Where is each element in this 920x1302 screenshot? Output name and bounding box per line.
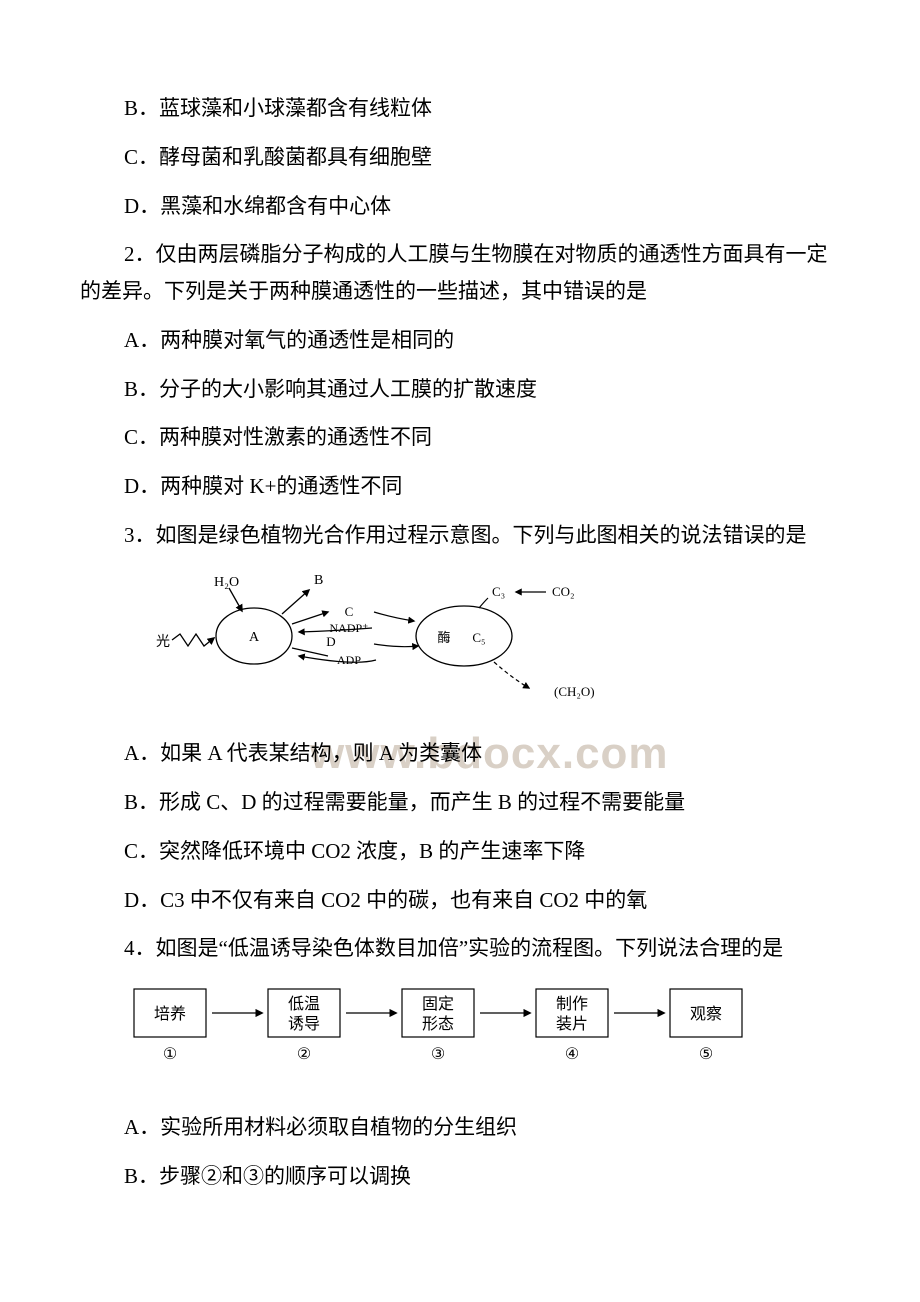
q4-option-b: B．步骤②和③的顺序可以调换: [124, 1158, 840, 1195]
label-h2o: H₂O: [214, 575, 239, 590]
label-b: B: [314, 573, 323, 588]
flow-box-number: ⑤: [699, 1046, 713, 1063]
label-co2: CO₂: [552, 584, 575, 599]
q4-flowchart: 培养①低温诱导②固定形态③制作装片④观察⑤: [124, 979, 840, 1091]
label-c: C: [345, 604, 354, 619]
q1-option-b: B．蓝球藻和小球藻都含有线粒体: [124, 90, 840, 127]
q2-option-b: B．分子的大小影响其通过人工膜的扩散速度: [124, 371, 840, 408]
flow-box-number: ①: [163, 1046, 177, 1063]
flow-box-number: ③: [431, 1046, 445, 1063]
label-ch2o: (CH₂O): [554, 684, 594, 699]
q4-stem: 4．如图是“低温诱导染色体数目加倍”实验的流程图。下列说法合理的是: [80, 930, 840, 967]
q3-option-d: D．C3 中不仅有来自 CO2 中的碳，也有来自 CO2 中的氧: [124, 882, 840, 919]
label-d: D: [326, 634, 335, 649]
q3-option-c: C．突然降低环境中 CO2 浓度，B 的产生速率下降: [124, 833, 840, 870]
q3-diagram: A C₅ 酶 光 H₂O B C NADP⁺ D ADP: [124, 566, 840, 718]
label-a: A: [249, 630, 260, 645]
q3-option-b: B．形成 C、D 的过程需要能量，而产生 B 的过程不需要能量: [124, 784, 840, 821]
q2-option-d: D．两种膜对 K+的通透性不同: [124, 468, 840, 505]
label-light: 光: [156, 634, 170, 650]
q1-option-d: D．黑藻和水绵都含有中心体: [124, 188, 840, 225]
flow-box-number: ②: [297, 1046, 311, 1063]
label-c3: C₃: [492, 584, 505, 599]
label-adp: ADP: [337, 653, 361, 667]
q4-option-a: A．实验所用材料必须取自植物的分生组织: [124, 1109, 840, 1146]
label-nadp: NADP⁺: [329, 621, 368, 635]
label-c5: C₅: [472, 630, 485, 645]
flow-box-label: 培养: [154, 1005, 186, 1023]
q3-option-a: A．如果 A 代表某结构，则 A 为类囊体: [124, 735, 840, 772]
label-enzyme: 酶: [437, 630, 450, 645]
q3-stem: 3．如图是绿色植物光合作用过程示意图。下列与此图相关的说法错误的是: [80, 517, 840, 554]
flow-box-label: 观察: [690, 1005, 722, 1023]
q1-option-c: C．酵母菌和乳酸菌都具有细胞壁: [124, 139, 840, 176]
q2-stem: 2．仅由两层磷脂分子构成的人工膜与生物膜在对物质的通透性方面具有一定的差异。下列…: [80, 236, 840, 310]
q2-option-c: C．两种膜对性激素的通透性不同: [124, 419, 840, 456]
q2-option-a: A．两种膜对氧气的通透性是相同的: [124, 322, 840, 359]
flow-box-number: ④: [565, 1046, 579, 1063]
